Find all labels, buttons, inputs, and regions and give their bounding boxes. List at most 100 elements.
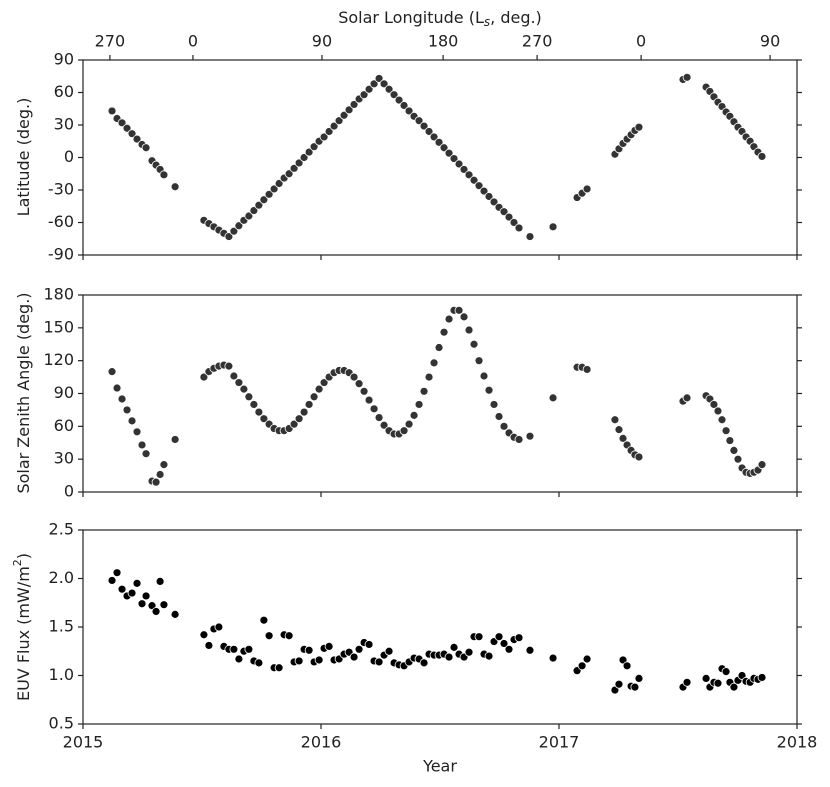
data-point xyxy=(444,652,454,662)
data-point xyxy=(309,392,319,402)
data-point xyxy=(479,186,489,196)
data-point xyxy=(107,576,117,585)
data-point xyxy=(525,431,535,441)
top-axis-title-sub: s xyxy=(484,15,490,29)
data-point xyxy=(349,372,359,382)
y-tick-label: -60 xyxy=(48,212,74,231)
data-point xyxy=(634,122,644,132)
data-point xyxy=(414,116,424,126)
data-point xyxy=(159,170,169,180)
data-point xyxy=(444,148,454,158)
plot-frame xyxy=(82,294,798,493)
data-point xyxy=(132,134,142,144)
data-point xyxy=(249,400,259,409)
data-point xyxy=(394,95,404,105)
data-point xyxy=(682,72,692,82)
data-point xyxy=(469,175,479,185)
data-point xyxy=(399,426,409,436)
data-point xyxy=(514,435,524,444)
top-tick-label: 270 xyxy=(522,32,553,51)
data-point xyxy=(614,679,624,689)
data-point xyxy=(314,384,324,394)
data-point xyxy=(514,633,524,643)
data-point xyxy=(254,200,264,210)
data-point xyxy=(729,446,739,455)
data-point xyxy=(224,232,234,241)
y-tick-label: 2.0 xyxy=(49,568,74,587)
data-point xyxy=(499,207,509,217)
data-point xyxy=(424,372,434,382)
data-point xyxy=(618,433,628,443)
y-tick-label: 30 xyxy=(54,449,74,468)
data-point xyxy=(459,165,469,174)
data-point xyxy=(289,163,299,173)
data-point xyxy=(419,658,429,668)
data-point xyxy=(199,630,209,640)
data-point xyxy=(439,327,449,337)
data-point xyxy=(151,607,161,616)
x-tick-label: 2017 xyxy=(539,733,580,752)
data-point xyxy=(713,406,723,416)
data-point xyxy=(721,667,731,677)
data-point xyxy=(359,386,369,396)
data-point xyxy=(234,378,244,387)
data-point xyxy=(404,419,414,429)
data-point xyxy=(329,121,339,131)
data-point xyxy=(294,158,304,168)
y-axis-title-sup: 2 xyxy=(11,559,24,566)
data-point xyxy=(484,651,494,661)
y-tick-label: 1.5 xyxy=(49,617,74,636)
y-tick-label: 2.5 xyxy=(49,520,74,539)
data-point xyxy=(454,305,464,315)
top-tick-label: 90 xyxy=(760,32,780,51)
data-point xyxy=(269,184,279,194)
data-point xyxy=(117,584,127,594)
data-point xyxy=(319,132,329,142)
data-point xyxy=(122,123,132,133)
data-point xyxy=(454,159,464,169)
data-point xyxy=(117,394,127,404)
data-point xyxy=(299,407,309,417)
data-point xyxy=(514,223,524,233)
data-point xyxy=(155,470,165,479)
data-point xyxy=(489,197,499,207)
data-point xyxy=(170,435,180,444)
data-point xyxy=(141,591,151,601)
y-tick-label: 1.0 xyxy=(49,665,74,684)
data-point xyxy=(474,181,484,191)
data-point xyxy=(464,325,474,335)
data-point xyxy=(494,412,504,421)
y-tick-label: 150 xyxy=(43,317,74,336)
data-point xyxy=(494,632,504,642)
data-point xyxy=(439,143,449,153)
data-point xyxy=(359,90,369,100)
data-point xyxy=(725,436,735,445)
data-point xyxy=(429,132,439,142)
data-point xyxy=(729,682,739,692)
data-point xyxy=(239,384,249,394)
data-point xyxy=(107,367,117,377)
data-point xyxy=(127,588,137,598)
y-axis-title-part: Latitude (deg.) xyxy=(14,98,33,217)
data-point xyxy=(582,654,592,664)
plot-frame xyxy=(82,59,798,256)
y-axis-title: Latitude (deg.) xyxy=(14,98,33,217)
data-point xyxy=(419,386,429,396)
data-point xyxy=(444,314,454,324)
y-tick-label: 90 xyxy=(54,383,74,402)
y-tick-label: 0.5 xyxy=(49,714,74,733)
data-point xyxy=(634,452,644,462)
y-axis-title-part: EUV Flux (mW/m xyxy=(14,566,33,701)
data-point xyxy=(525,645,535,655)
data-point xyxy=(170,609,180,619)
data-point xyxy=(474,632,484,642)
x-tick-label: 2015 xyxy=(63,733,104,752)
data-point xyxy=(289,419,299,429)
y-tick-label: 120 xyxy=(43,350,74,369)
data-point xyxy=(548,393,558,403)
data-point xyxy=(713,678,723,688)
data-point xyxy=(159,600,169,610)
y-axis-title-part: ) xyxy=(14,553,33,559)
top-tick-label: 180 xyxy=(428,32,459,51)
data-point xyxy=(314,655,324,665)
